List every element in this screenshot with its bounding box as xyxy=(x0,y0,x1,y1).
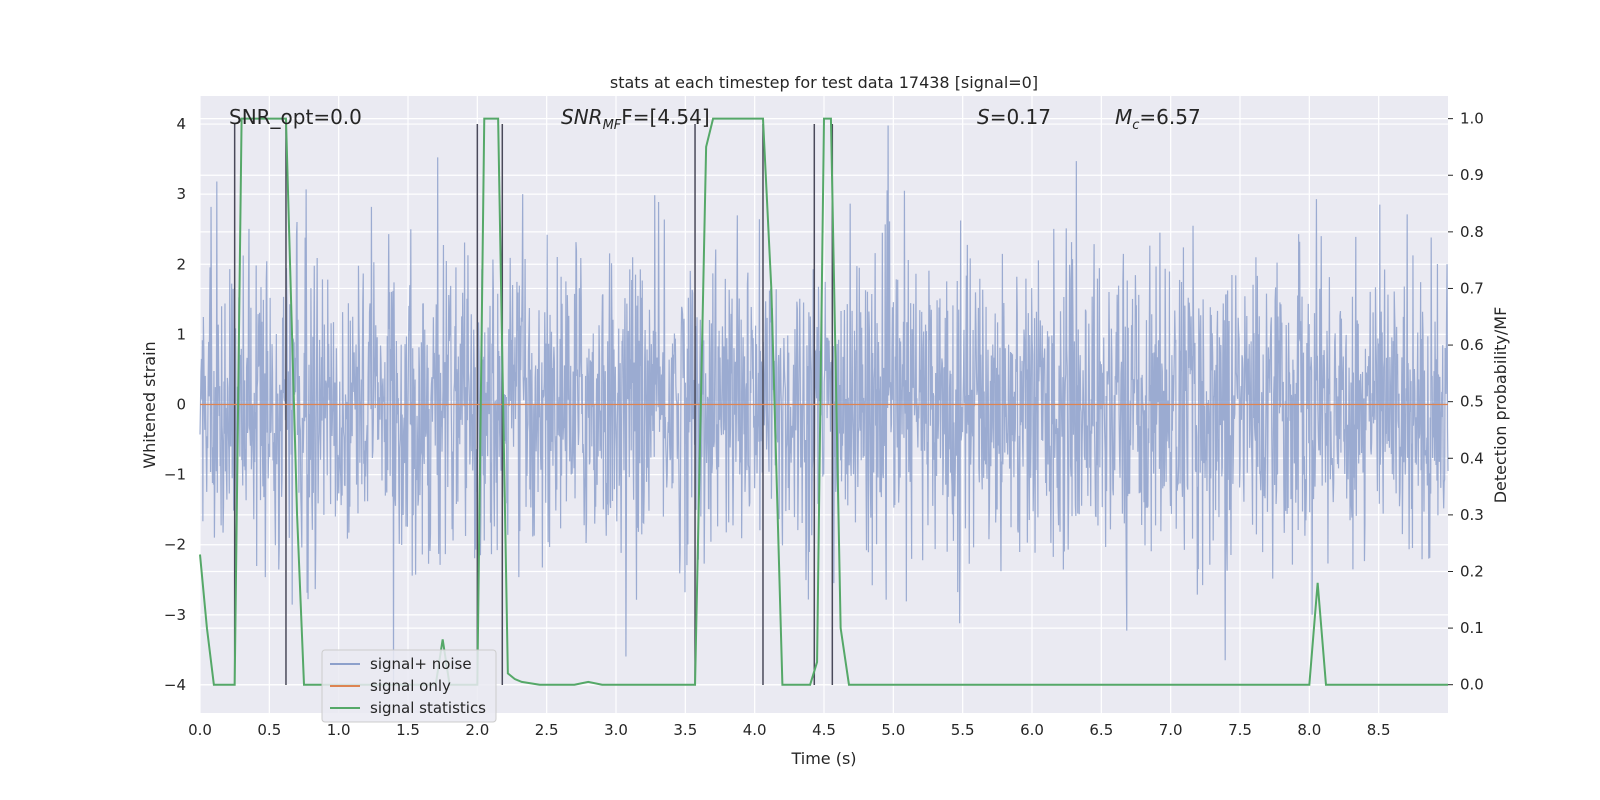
legend-label-signal-only: signal only xyxy=(370,677,451,695)
annotation-mc-main: M xyxy=(1115,105,1132,129)
legend-label-signal-noise: signal+ noise xyxy=(370,655,472,673)
y-right-tick-label: 0.2 xyxy=(1460,562,1484,580)
y-right-tick-label: 0.3 xyxy=(1460,506,1484,524)
x-tick-label: 2.5 xyxy=(535,721,559,739)
y-right-tick-label: 0.4 xyxy=(1460,449,1484,467)
y-right-tick-label: 0.5 xyxy=(1460,393,1484,411)
annotation-s-main: S xyxy=(977,105,990,129)
y-right-tick-label: 0.7 xyxy=(1460,279,1484,297)
x-tick-label: 8.5 xyxy=(1367,721,1391,739)
y-right-tick-label: 0.9 xyxy=(1460,166,1484,184)
series-signal-statistics xyxy=(199,117,1448,686)
x-tick-label: 1.5 xyxy=(396,721,420,739)
y-tick-label: −2 xyxy=(164,536,186,554)
x-tick-label: 5.0 xyxy=(881,721,905,739)
x-tick-label: 1.0 xyxy=(327,721,351,739)
y-tick-label: −4 xyxy=(164,676,186,694)
y-right-tick-label: 0.8 xyxy=(1460,223,1484,241)
legend-box xyxy=(321,649,497,723)
y-tick-label: 3 xyxy=(176,185,186,203)
x-axis-label: Time (s) xyxy=(790,749,856,768)
x-tick-label: 6.5 xyxy=(1089,721,1113,739)
annotation-snr-mf-sub: MF xyxy=(603,118,622,133)
annotation-s-value: =0.17 xyxy=(990,105,1051,129)
annotation-mc-value: =6.57 xyxy=(1139,105,1200,129)
y-axis-label: Whitened strain xyxy=(140,341,159,468)
y-tick-label: 4 xyxy=(176,115,186,133)
y-tick-label: −3 xyxy=(164,606,186,624)
x-tick-label: 2.0 xyxy=(465,721,489,739)
x-tick-label: 0.0 xyxy=(188,721,212,739)
annotation-snr-mf-main: SNR xyxy=(561,105,603,129)
y-tick-label: 1 xyxy=(176,325,186,343)
series-signal-noise xyxy=(199,125,1449,682)
y-right-tick-label: 0.1 xyxy=(1460,619,1484,637)
x-tick-label: 0.5 xyxy=(257,721,281,739)
x-tick-label: 8.0 xyxy=(1297,721,1321,739)
annotation-mc: Mc=6.57 xyxy=(1115,105,1201,133)
signal-noise-line xyxy=(199,125,1449,682)
annotation-snr-mf: SNRMFF=[4.54] xyxy=(561,105,710,133)
x-axis-ticks: 0.0 0.5 1.0 1.5 2.0 2.5 3.0 3.5 4.0 4.5 5.0 5.5 6.0 6… xyxy=(188,721,1391,739)
y-axis-right-label: Detection probability/MF xyxy=(1491,307,1510,504)
legend: signal+ noise signal only signal statist… xyxy=(321,649,497,723)
x-tick-label: 4.5 xyxy=(812,721,836,739)
annotation-snr-mf-value: F=[4.54] xyxy=(621,105,709,129)
signal-statistics-line xyxy=(199,117,1448,686)
x-tick-label: 4.0 xyxy=(743,721,767,739)
y-right-tick-label: 0.0 xyxy=(1460,676,1484,694)
x-tick-label: 5.5 xyxy=(951,721,975,739)
x-tick-label: 3.0 xyxy=(604,721,628,739)
annotation-snr-opt: SNR_opt=0.0 xyxy=(229,105,362,129)
x-tick-label: 6.0 xyxy=(1020,721,1044,739)
x-tick-label: 7.0 xyxy=(1159,721,1183,739)
y-right-tick-label: 1.0 xyxy=(1460,110,1484,128)
y-axis-ticks: −4 −3 −2 −1 0 1 2 3 4 xyxy=(164,115,186,694)
y-tick-label: 2 xyxy=(176,255,186,273)
annotation-mc-sub: c xyxy=(1132,118,1139,133)
legend-label-signal-statistics: signal statistics xyxy=(370,699,486,717)
y-axis-right-ticks: 0.0 0.1 0.2 0.3 0.4 0.5 0.6 0.7 0.8 0.9 1.0 xyxy=(1448,110,1484,694)
x-tick-label: 3.5 xyxy=(673,721,697,739)
annotation-s: S=0.17 xyxy=(977,105,1051,129)
y-right-tick-label: 0.6 xyxy=(1460,336,1484,354)
y-tick-label: −1 xyxy=(164,466,186,484)
chart-title: stats at each timestep for test data 174… xyxy=(610,73,1038,92)
y-tick-label: 0 xyxy=(176,396,186,414)
x-tick-label: 7.5 xyxy=(1228,721,1252,739)
